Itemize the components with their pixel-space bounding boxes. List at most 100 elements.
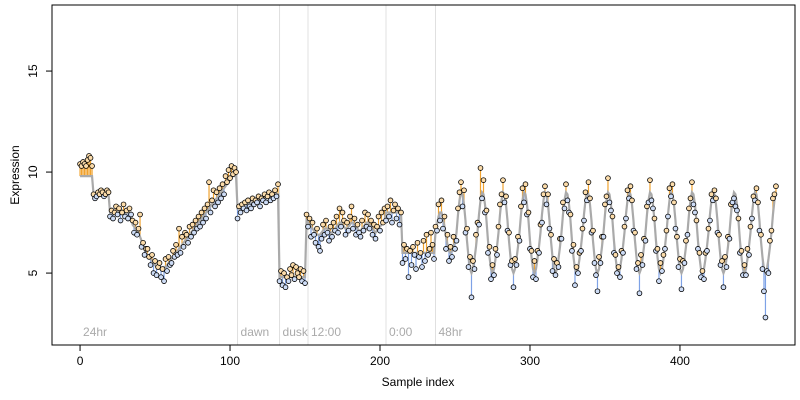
point [393, 215, 400, 222]
point [705, 225, 712, 232]
point [683, 237, 689, 244]
point [233, 169, 239, 175]
point [281, 270, 287, 276]
point [435, 201, 442, 208]
point [735, 215, 742, 222]
point [753, 185, 760, 192]
point [531, 258, 538, 264]
point [206, 179, 212, 185]
point [234, 215, 241, 222]
point [522, 181, 529, 187]
point [701, 276, 707, 282]
point [128, 211, 134, 218]
point [207, 209, 214, 216]
point [771, 191, 778, 198]
point [542, 183, 548, 190]
point [158, 274, 164, 280]
point [570, 241, 577, 248]
point [672, 225, 679, 232]
point [642, 237, 649, 244]
point [468, 294, 475, 301]
point [398, 209, 404, 216]
point [713, 195, 719, 202]
point [483, 207, 490, 214]
point [374, 223, 380, 230]
point [773, 183, 779, 190]
point [303, 211, 310, 218]
point [134, 231, 140, 238]
point [767, 237, 773, 244]
point [513, 262, 520, 268]
point [312, 239, 319, 246]
point [561, 205, 568, 212]
point [329, 233, 335, 240]
x-tick-label: 200 [370, 354, 390, 368]
point [648, 197, 655, 204]
point [285, 278, 292, 284]
point [375, 213, 382, 220]
point [470, 258, 476, 264]
point [215, 199, 221, 206]
point [480, 177, 487, 183]
point [503, 193, 509, 200]
point [195, 213, 202, 220]
point [692, 209, 698, 216]
point [419, 264, 425, 270]
y-tick-label: 10 [26, 165, 40, 179]
point [263, 199, 269, 206]
point [225, 167, 232, 173]
point [288, 272, 295, 278]
point [602, 201, 608, 208]
point [141, 252, 148, 258]
point [501, 199, 508, 206]
point [189, 221, 196, 228]
point [573, 264, 580, 270]
point [327, 223, 334, 230]
point [486, 244, 493, 250]
point [726, 235, 733, 242]
point [620, 250, 626, 256]
point [390, 207, 397, 214]
point [330, 219, 337, 226]
point [551, 256, 557, 262]
point [237, 209, 244, 216]
point [456, 189, 463, 196]
point [354, 221, 361, 228]
point [348, 203, 355, 210]
point [125, 215, 131, 222]
point [179, 233, 185, 240]
point [366, 225, 373, 232]
point [192, 217, 199, 224]
point [350, 225, 356, 232]
point [581, 217, 587, 224]
y-axis-label: Expression [8, 145, 22, 204]
point [209, 197, 215, 204]
point [410, 244, 416, 250]
point [383, 217, 389, 224]
point [738, 248, 745, 254]
point [300, 268, 307, 274]
point [758, 231, 764, 238]
point [471, 266, 478, 272]
point [467, 254, 473, 260]
point [188, 233, 194, 240]
point [291, 276, 298, 282]
point [156, 260, 163, 266]
point [546, 225, 553, 232]
point [402, 256, 409, 262]
point [318, 235, 325, 242]
point [675, 264, 682, 270]
point [597, 260, 604, 266]
point [749, 215, 755, 222]
point [395, 205, 401, 212]
point [384, 203, 391, 210]
point [549, 268, 556, 274]
point [674, 233, 680, 240]
point [533, 276, 539, 282]
point [660, 252, 667, 258]
point [426, 246, 433, 252]
point [543, 201, 550, 208]
point [359, 217, 365, 224]
y-tick-label: 5 [26, 269, 40, 276]
